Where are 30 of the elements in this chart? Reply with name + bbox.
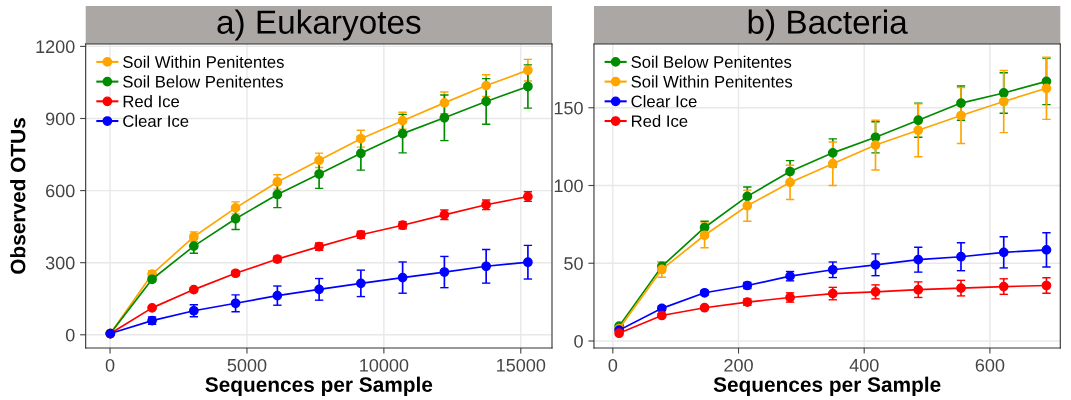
y-tick-label: 100 <box>554 179 583 193</box>
legend-label: Soil Within Penitentes <box>631 75 793 88</box>
y-tick-label: 150 <box>554 101 583 115</box>
legend-label: Clear Ice <box>123 114 189 128</box>
legend-label: Red Ice <box>123 95 180 108</box>
y-tick-label: 0 <box>574 334 583 348</box>
y-tick-label: 600 <box>46 184 75 198</box>
x-tick-label: 0 <box>105 358 115 372</box>
x-tick-label: 600 <box>975 358 1005 372</box>
y-tick-label: 300 <box>45 256 75 270</box>
x-axis-title: Sequences per Sample <box>713 376 941 397</box>
x-tick-label: 0 <box>608 358 618 372</box>
legend-label: Soil Within Penitentes <box>123 55 284 68</box>
legend-label: Clear Ice <box>631 95 697 108</box>
chart-title: b) Bacteria <box>748 9 908 41</box>
legend-label: Soil Below Penitentes <box>123 75 283 88</box>
y-tick-label: 0 <box>65 328 75 342</box>
y-tick-label: 900 <box>45 112 75 126</box>
x-tick-label: 10000 <box>360 358 409 372</box>
legend-label: Soil Below Penitentes <box>631 55 792 68</box>
x-tick-label: 400 <box>849 358 879 372</box>
x-tick-label: 15000 <box>497 358 546 372</box>
x-axis-title: Sequences per Sample <box>205 376 433 397</box>
x-tick-label: 200 <box>724 358 753 372</box>
x-tick-label: 5000 <box>227 358 267 372</box>
chart-title: a) Eukaryotes <box>217 9 421 41</box>
y-axis-title: Observed OTUs <box>10 118 26 274</box>
legend-label: Red Ice <box>632 114 688 128</box>
y-tick-label: 50 <box>564 257 583 270</box>
y-tick-label: 1200 <box>36 40 75 54</box>
